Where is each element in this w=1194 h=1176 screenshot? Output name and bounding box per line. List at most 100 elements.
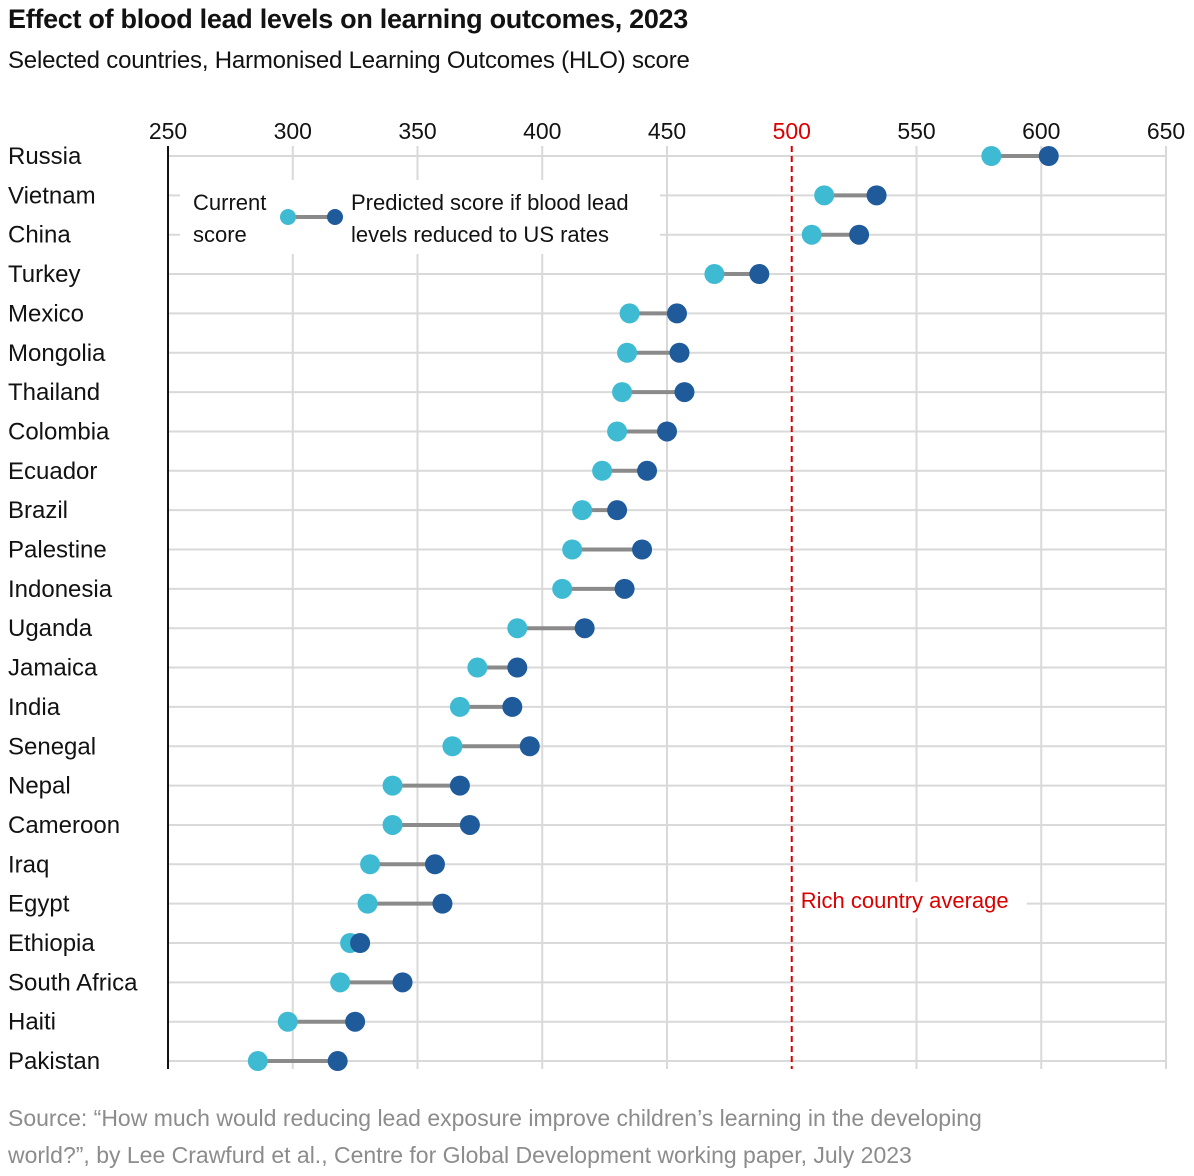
- predicted-score-dot: [502, 696, 523, 717]
- country-label: India: [8, 694, 61, 721]
- country-label: Cameroon: [8, 812, 120, 839]
- current-score-dot: [704, 264, 725, 285]
- current-score-dot: [507, 618, 528, 639]
- source-note: Source: “How much would reducing lead ex…: [8, 1100, 1008, 1174]
- country-label: Ethiopia: [8, 930, 95, 957]
- current-score-dot: [814, 185, 835, 206]
- current-score-dot: [612, 382, 633, 403]
- country-label: Colombia: [8, 418, 110, 445]
- legend-predicted-label-line1: Predicted score if blood lead: [351, 190, 629, 215]
- current-score-dot: [467, 657, 488, 678]
- country-label: Haiti: [8, 1009, 56, 1036]
- current-score-dot: [382, 814, 403, 835]
- current-score-dot: [357, 893, 378, 914]
- country-label: Indonesia: [8, 576, 113, 603]
- predicted-score-dot: [849, 224, 870, 245]
- predicted-score-dot: [574, 618, 595, 639]
- country-labels: Russia Vietnam China Turkey Mexico Mongolia Th…: [8, 143, 138, 1075]
- x-tick-label: 500: [773, 118, 811, 144]
- x-tick-label: 250: [149, 118, 187, 144]
- country-label: Uganda: [8, 615, 93, 642]
- predicted-score-dot: [449, 775, 470, 796]
- predicted-score-dot: [432, 893, 453, 914]
- legend-background: [180, 180, 660, 254]
- current-score-dot: [619, 303, 640, 324]
- predicted-score-dot: [674, 382, 695, 403]
- predicted-score-dot: [345, 1011, 366, 1032]
- country-label: Ecuador: [8, 458, 97, 485]
- predicted-score-dot: [350, 933, 371, 953]
- country-label: Russia: [8, 143, 82, 170]
- country-label: Turkey: [8, 261, 80, 288]
- country-label: Senegal: [8, 733, 96, 760]
- predicted-score-dot: [669, 342, 690, 363]
- predicted-score-dot: [607, 500, 628, 521]
- legend-predicted-label-line2: levels reduced to US rates: [351, 222, 609, 247]
- predicted-score-dot: [637, 460, 658, 481]
- country-label: Nepal: [8, 773, 71, 800]
- grid-layer: [168, 146, 1167, 1069]
- current-score-dot: [592, 460, 613, 481]
- predicted-score-dot: [614, 578, 635, 599]
- country-label: Pakistan: [8, 1048, 100, 1075]
- current-score-dot: [360, 854, 381, 875]
- predicted-score-dot: [666, 303, 687, 324]
- source-line-2: world?”, by Lee Crawfurd et al., Centre …: [8, 1142, 912, 1168]
- predicted-score-dot: [459, 814, 480, 835]
- predicted-score-dot: [507, 657, 528, 678]
- legend-current-label-line2: score: [193, 222, 247, 247]
- x-tick-label: 400: [523, 118, 561, 144]
- country-label: Brazil: [8, 497, 68, 524]
- predicted-score-dot: [519, 736, 540, 757]
- predicted-score-dot: [632, 539, 653, 560]
- predicted-score-dot: [749, 264, 770, 285]
- legend-current-label-line1: Current: [193, 190, 266, 215]
- predicted-score-dot: [327, 1051, 348, 1072]
- data-layer: [247, 146, 1059, 1072]
- x-tick-label: 450: [648, 118, 686, 144]
- current-score-dot: [449, 696, 470, 717]
- current-score-dot: [382, 775, 403, 796]
- legend: Current score Predicted score if blood l…: [180, 180, 660, 254]
- x-tick-labels: 250 300 350 400 450 500 550 600 650: [149, 118, 1185, 144]
- source-line-1: Source: “How much would reducing lead ex…: [8, 1105, 982, 1131]
- country-label: China: [8, 222, 71, 249]
- x-tick-label: 650: [1147, 118, 1185, 144]
- current-score-dot: [801, 224, 822, 245]
- predicted-score-dot: [657, 421, 677, 442]
- current-score-dot: [562, 539, 583, 560]
- x-tick-label: 600: [1022, 118, 1060, 144]
- current-score-dot: [277, 1011, 298, 1032]
- predicted-score-dot: [392, 972, 413, 993]
- chart-title: Effect of blood lead levels on learning …: [8, 4, 688, 34]
- country-label: Palestine: [8, 537, 107, 564]
- current-score-dot: [330, 972, 351, 993]
- legend-predicted-dot: [327, 209, 343, 225]
- dumbbell-chart: 250 300 350 400 450 500 550 600 650 Russia Vietna…: [8, 118, 1185, 1075]
- current-score-dot: [607, 421, 628, 442]
- country-label: Jamaica: [8, 655, 98, 682]
- country-label: South Africa: [8, 969, 138, 996]
- reference-label-background: [794, 882, 1027, 918]
- country-label: Vietnam: [8, 182, 96, 209]
- current-score-dot: [247, 1051, 268, 1072]
- reference-label: Rich country average: [801, 888, 1009, 913]
- country-label: Mexico: [8, 300, 84, 327]
- x-tick-label: 550: [897, 118, 935, 144]
- current-score-dot: [617, 342, 638, 363]
- country-label: Egypt: [8, 891, 70, 918]
- country-label: Thailand: [8, 379, 100, 406]
- predicted-score-dot: [866, 185, 887, 206]
- current-score-dot: [552, 578, 573, 599]
- current-score-dot: [442, 736, 463, 757]
- chart-subtitle: Selected countries, Harmonised Learning …: [8, 47, 690, 74]
- x-tick-label: 300: [274, 118, 312, 144]
- x-tick-label: 350: [398, 118, 436, 144]
- legend-current-dot: [280, 209, 296, 225]
- predicted-score-dot: [424, 854, 445, 875]
- current-score-dot: [572, 500, 593, 521]
- predicted-score-dot: [1038, 146, 1059, 166]
- country-label: Iraq: [8, 851, 49, 878]
- country-label: Mongolia: [8, 340, 106, 367]
- current-score-dot: [981, 146, 1002, 166]
